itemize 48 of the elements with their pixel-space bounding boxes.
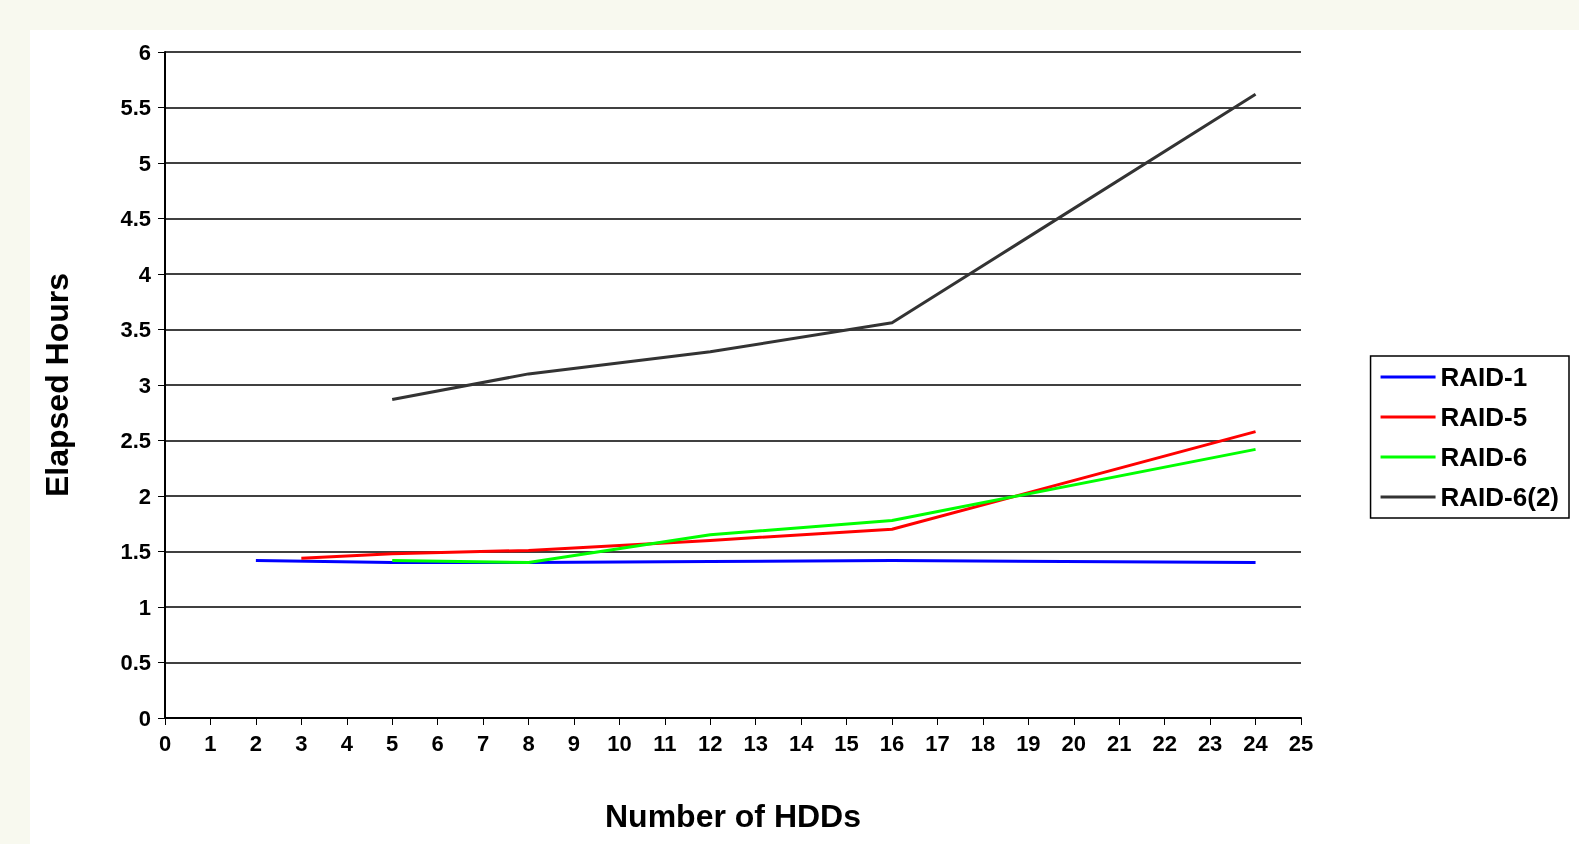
x-tick-label: 22 [1152,730,1177,756]
x-tick-label: 10 [607,730,632,756]
x-tick-label: 25 [1288,730,1314,756]
x-tick-label: 24 [1243,730,1269,756]
y-tick-label: 4.5 [120,206,151,231]
x-axis-title: Number of HDDs [604,798,862,834]
y-tick-label: 6 [138,39,151,65]
x-tick-label: 23 [1197,730,1223,756]
y-tick-label: 2.5 [120,428,151,453]
x-tick-label: 9 [567,730,581,756]
y-tick-label: 4 [138,261,152,287]
x-tick-label: 3 [295,730,308,756]
x-tick-label: 21 [1107,730,1132,756]
line-series [390,92,1258,401]
line-series [299,430,1258,560]
y-axis-title: Elapsed Hours [39,272,75,498]
legend-label: RAID-5 [1440,402,1528,432]
x-tick-label: 16 [879,730,905,756]
x-tick-label: 19 [1016,730,1041,756]
x-tick-label: 2 [249,730,263,756]
x-tick-label: 4 [340,730,354,756]
y-tick-label: 5.5 [120,95,151,120]
legend-label: RAID-6 [1440,442,1528,472]
x-tick-label: 18 [970,730,996,756]
x-tick-label: 6 [431,730,444,756]
x-tick-label: 14 [788,730,815,756]
x-tick-label: 15 [834,730,859,756]
x-tick-label: 11 [653,730,677,756]
y-tick-label: 3.5 [120,317,151,342]
legend-label: RAID-1 [1440,362,1528,392]
y-tick-label: 1.5 [120,539,151,564]
line-series [390,447,1258,565]
x-tick-label: 8 [522,730,535,756]
x-tick-label: 1 [204,730,217,756]
x-tick-label: 0 [158,730,172,756]
x-tick-label: 12 [698,730,723,756]
y-tick-label: 0 [138,705,151,731]
y-tick-label: 5 [138,150,151,176]
y-tick-label: 1 [138,594,151,620]
x-tick-label: 17 [925,730,950,756]
y-tick-label: 2 [138,483,151,509]
y-tick-label: 0.5 [120,650,151,675]
x-tick-label: 13 [743,730,768,756]
x-tick-label: 5 [386,730,399,756]
x-tick-label: 7 [476,730,490,756]
y-tick-label: 3 [138,372,151,398]
x-tick-label: 20 [1061,730,1087,756]
legend-label: RAID-6(2) [1440,482,1560,512]
